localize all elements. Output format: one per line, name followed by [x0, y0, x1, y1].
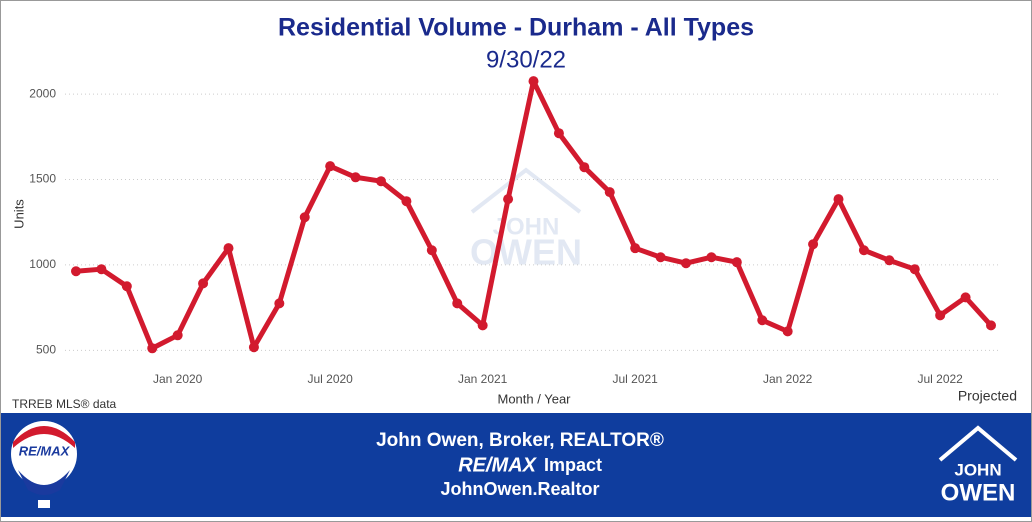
point [808, 239, 819, 250]
watermark-text: OWEN [470, 232, 582, 273]
balloon-logo: RE/MAX [11, 421, 77, 508]
x-axis-label: Month / Year [498, 391, 572, 406]
x-tick-label: Jul 2022 [917, 372, 963, 386]
point [401, 196, 412, 207]
point [960, 292, 971, 303]
source-note: TRREB MLS® data [12, 397, 117, 411]
point [121, 281, 132, 292]
y-axis-label: Units [11, 199, 26, 229]
y-tick-label: 500 [36, 343, 56, 357]
point [731, 257, 742, 268]
x-tick-label: Jan 2022 [763, 372, 813, 386]
logo-text: RE/MAX [19, 443, 71, 458]
x-tick-label: Jan 2020 [153, 372, 203, 386]
point [71, 266, 81, 277]
point [986, 320, 996, 331]
point [604, 187, 615, 198]
point [198, 278, 209, 289]
y-tick-label: 1500 [29, 172, 56, 186]
point [503, 194, 514, 205]
y-tick-label: 1000 [29, 257, 56, 271]
footer-band [1, 413, 1031, 517]
point [681, 258, 691, 269]
balloon-band [13, 426, 75, 448]
point [630, 243, 641, 254]
y-tick-label: 2000 [29, 86, 56, 100]
point [350, 172, 361, 183]
logo-text: JOHN [954, 460, 1001, 479]
watermark-roof [470, 167, 582, 214]
point [909, 264, 920, 275]
point [655, 252, 666, 263]
chart-subtitle: 9/30/22 [486, 46, 566, 73]
point [325, 161, 336, 172]
footer-line: John Owen, Broker, REALTOR® [376, 430, 664, 451]
point [147, 343, 158, 354]
point [528, 76, 539, 87]
point [935, 310, 946, 321]
point [299, 212, 310, 223]
point [248, 342, 259, 353]
chart-title: Residential Volume - Durham - All Types [278, 14, 754, 42]
point [376, 176, 386, 187]
x-tick-label: Jul 2021 [612, 372, 658, 386]
footer-website: JohnOwen.Realtor [440, 479, 599, 499]
point [782, 326, 793, 337]
footer: John Owen, Broker, REALTOR® RE/MAX Impac… [1, 413, 1031, 517]
logo-text: OWEN [941, 479, 1016, 506]
point [757, 315, 768, 326]
point [274, 298, 285, 309]
point [96, 264, 107, 275]
owen-logo: JOHN OWEN [938, 425, 1018, 506]
point [477, 320, 488, 331]
point [172, 330, 183, 341]
x-tick-label: Jan 2021 [458, 372, 508, 386]
x-tick-label: Jul 2020 [307, 372, 353, 386]
balloon-basket [38, 500, 50, 508]
point [858, 245, 869, 256]
balloon-band [18, 470, 70, 495]
point [426, 245, 437, 256]
point [579, 162, 590, 173]
point [706, 252, 717, 263]
logo-roof [938, 425, 1018, 462]
footer-brand-suffix: Impact [544, 455, 602, 475]
point [223, 243, 234, 254]
point [452, 298, 463, 309]
point [553, 128, 564, 139]
annotation: Projected [958, 388, 1017, 404]
point [833, 194, 844, 205]
point [884, 255, 895, 266]
footer-brand: RE/MAX [458, 454, 537, 476]
